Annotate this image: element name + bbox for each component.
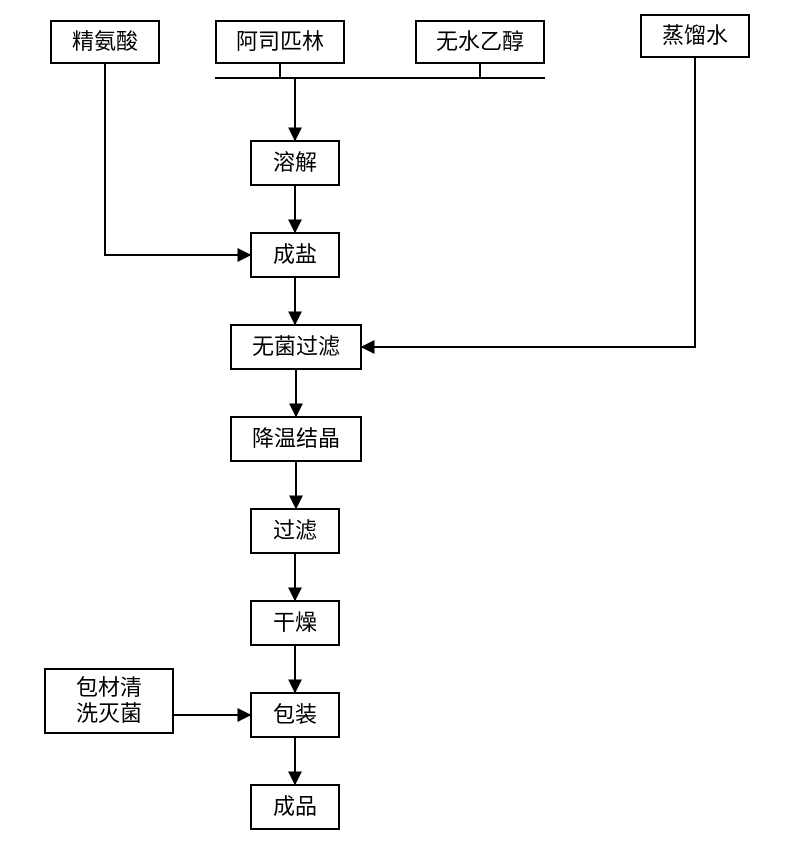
node-filter: 过滤	[250, 508, 340, 554]
node-label: 无水乙醇	[436, 29, 524, 55]
node-label: 过滤	[273, 518, 317, 544]
node-packclean: 包材清 洗灭菌	[44, 668, 174, 734]
node-label: 溶解	[273, 150, 317, 176]
node-label: 蒸馏水	[662, 23, 728, 49]
node-label: 包装	[273, 702, 317, 728]
node-dry: 干燥	[250, 600, 340, 646]
node-label: 干燥	[273, 610, 317, 636]
node-label: 降温结晶	[252, 426, 340, 452]
node-salt: 成盐	[250, 232, 340, 278]
node-label: 包材清 洗灭菌	[76, 675, 142, 728]
node-ethanol: 无水乙醇	[415, 20, 545, 64]
node-label: 成品	[273, 794, 317, 820]
node-sterile: 无菌过滤	[230, 324, 362, 370]
node-label: 成盐	[273, 242, 317, 268]
flowchart-canvas: 精氨酸 阿司匹林 无水乙醇 蒸馏水溶解成盐无菌过滤降温结晶过滤干燥包材清 洗灭菌包装成…	[0, 0, 800, 851]
node-finished: 成品	[250, 784, 340, 830]
node-label: 阿司匹林	[236, 29, 324, 55]
node-aspirin: 阿司匹林	[215, 20, 345, 64]
node-dissolve: 溶解	[250, 140, 340, 186]
node-arginine: 精氨酸	[50, 20, 160, 64]
node-pack: 包装	[250, 692, 340, 738]
node-label: 精氨酸	[72, 29, 138, 55]
node-crystal: 降温结晶	[230, 416, 362, 462]
node-distilled: 蒸馏水	[640, 14, 750, 58]
node-label: 无菌过滤	[252, 334, 340, 360]
